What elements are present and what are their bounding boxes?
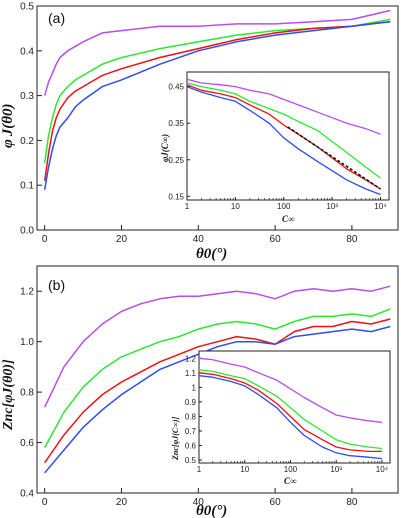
panel-b-label: (b) <box>48 277 65 293</box>
a_main-ytick-label: 0.3 <box>20 91 34 102</box>
a_inset-ytick-label: 0.15 <box>168 192 184 201</box>
a_inset-xtick-label: 10³ <box>326 202 338 211</box>
b_main-ytick-label: 1.2 <box>20 287 34 298</box>
inset-b-plot: 1 10 100 10³ 10⁴ 0.5 0.6 0.7 0.8 0.9 1 1.1 1.2 <box>185 354 389 474</box>
b_inset-ytick-label: 0.9 <box>185 398 197 407</box>
b_main-series-green <box>44 308 391 448</box>
panel-b-ylabel: Znc[φJ(θ0)] <box>1 359 16 431</box>
a_main-series-blue <box>43 20 391 190</box>
b_inset-xtick-label: 10³ <box>330 465 342 474</box>
a_inset-series-fit <box>287 126 381 190</box>
a_inset-ytick-label: 0.35 <box>168 119 184 128</box>
b_inset-ytick-label: 0.8 <box>185 412 197 421</box>
b_inset-ytick-label: 1.2 <box>185 354 197 363</box>
inset-a-frame <box>186 71 390 201</box>
a_inset-ytick-label: 0.25 <box>168 156 184 165</box>
a_inset-series-green <box>186 82 381 179</box>
a_inset-series-blue <box>186 85 381 196</box>
panel-a-ylabel: φ J(θ0) <box>0 103 16 148</box>
b_inset-xtick-label: 100 <box>284 465 298 474</box>
b_inset-xtick-label: 10⁴ <box>376 465 389 474</box>
b_main-ytick-label: 1.0 <box>20 337 34 348</box>
a_main-series-red <box>43 20 391 181</box>
b_main-xtick-label: 0 <box>42 497 48 508</box>
b_inset-series-blue <box>198 375 382 460</box>
a_inset-xtick-label: 100 <box>277 202 291 211</box>
a_main-xtick-label: 0 <box>42 234 48 245</box>
b_main-series-blue <box>44 325 391 474</box>
panel-b-xlabel: θ0(°) <box>196 503 227 518</box>
inset-b-xlabel: C∞ <box>284 476 296 486</box>
panel-b-plot: 0 20 40 60 80 0.4 0.6 0.8 1.0 1.2 <box>20 285 391 508</box>
inset-a-xlabel: C∞ <box>282 214 294 224</box>
panel-a: 0 20 40 60 800.00.10.20.30.40.5 (a) φ J(θ0) … <box>0 2 399 262</box>
a_inset-xtick-label: 10⁴ <box>374 202 387 211</box>
b_main-ytick-label: 0.8 <box>20 388 34 399</box>
a_main-series-green <box>43 18 391 163</box>
inset-a-ylabel: φJ(C∞) <box>160 134 170 162</box>
a_main-ytick-label: 0.1 <box>20 181 34 192</box>
b_inset-ytick-label: 0.5 <box>185 456 197 465</box>
a_main-xtick-label: 60 <box>270 234 282 245</box>
inset-a-plot: 1 10 100 10³ 10⁴ 0.15 0.25 0.35 0.45 <box>168 78 387 211</box>
panel-a-xlabel: θ0(°) <box>196 246 227 262</box>
panel-b: 0 20 40 60 80 0.4 0.6 0.8 1.0 1.2 (b) Znc[φJ(θ0)]… <box>1 265 399 518</box>
a_main-ytick-label: 0.4 <box>20 46 34 57</box>
b_main-ytick-label: 0.6 <box>20 438 34 449</box>
b_main-xtick-label: 40 <box>193 497 205 508</box>
b_main-series-red <box>44 318 391 464</box>
a_main-xtick-label: 80 <box>346 234 358 245</box>
a_inset-series-red <box>186 84 381 190</box>
b_inset-series-red <box>198 372 382 453</box>
b_main-xtick-label: 80 <box>346 497 358 508</box>
b_inset-xtick-label: 1 <box>197 465 202 474</box>
b_inset-series-purple <box>198 357 382 423</box>
panel-a-frame <box>36 5 399 231</box>
b_main-xtick-label: 60 <box>270 497 282 508</box>
inset-b-frame <box>198 350 391 464</box>
b_inset-ytick-label: 0.7 <box>185 427 197 436</box>
panel-b-frame <box>36 265 399 494</box>
b_inset-xtick-label: 10 <box>240 465 249 474</box>
a_main-ytick-label: 0.0 <box>20 226 34 237</box>
b_inset-series-green <box>198 369 382 450</box>
a_inset-ytick-label: 0.45 <box>168 83 184 92</box>
a_main-ytick-label: 0.5 <box>20 2 34 13</box>
a_inset-series-purple <box>186 78 381 135</box>
panel-a-plot: 0 20 40 60 80 0.0 0.1 0.2 0.3 0.4 0.5 <box>20 2 391 245</box>
a_main-series-purple <box>43 9 391 96</box>
a_main-xtick-label: 40 <box>193 234 205 245</box>
a_inset-xtick-label: 10 <box>231 202 240 211</box>
inset-b-ylabel: Znc[φJ(C∞)] <box>171 416 180 461</box>
b_main-xtick-label: 20 <box>116 497 128 508</box>
b_main-series-purple <box>44 285 391 408</box>
a_main-ytick-label: 0.2 <box>20 136 34 147</box>
b_inset-ytick-label: 1.1 <box>185 369 197 378</box>
a_main-xtick-label: 20 <box>116 234 128 245</box>
b_main-ytick-label: 0.4 <box>20 489 34 500</box>
a_inset-xtick-label: 1 <box>185 202 190 211</box>
b_inset-ytick-label: 0.6 <box>185 442 197 451</box>
b_inset-ytick-label: 1 <box>192 383 197 392</box>
panel-a-label: (a) <box>48 10 65 26</box>
